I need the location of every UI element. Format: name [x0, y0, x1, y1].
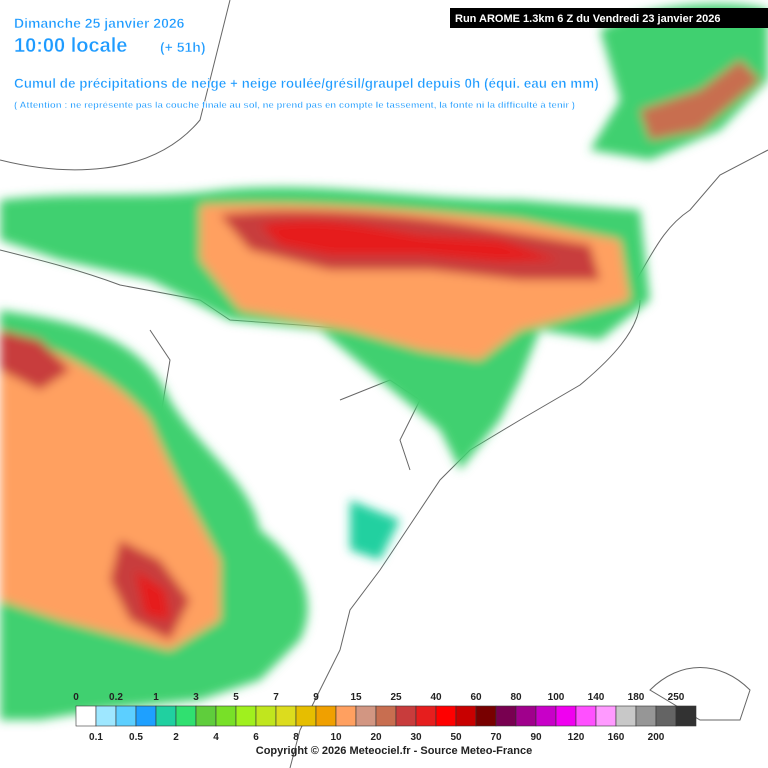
legend-swatch: [255, 705, 277, 727]
legend-level-label: 1: [153, 692, 159, 703]
legend-swatch: [195, 705, 217, 727]
legend-swatch: [555, 705, 577, 727]
legend-level-label: 40: [430, 692, 442, 703]
legend-level-label: 6: [253, 732, 259, 743]
legend-level-label: 120: [568, 732, 585, 743]
legend-level-label: 15: [350, 692, 362, 703]
legend-level-label: 200: [648, 732, 665, 743]
color-legend: 0 0.1 0.2 0.5 1 2 3 4 5 6 7 8 9 10 15 20 25 30 40 50 60 70 80 9…: [73, 692, 697, 743]
legend-level-label: 90: [530, 732, 542, 743]
legend-level-label: 4: [213, 732, 219, 743]
legend-level-label: 70: [490, 732, 502, 743]
legend-level-label: 0.2: [109, 692, 123, 703]
legend-level-label: 0: [73, 692, 79, 703]
time-label: 10:00 locale: [14, 35, 127, 57]
legend-swatch: [335, 705, 357, 727]
run-banner: [450, 8, 768, 28]
legend-level-label: 20: [370, 732, 382, 743]
legend-swatch: [315, 705, 337, 727]
legend-swatch: [615, 705, 637, 727]
legend-swatch: [435, 705, 457, 727]
legend-swatch: [175, 705, 197, 727]
legend-level-label: 100: [548, 692, 565, 703]
legend-swatch: [635, 705, 657, 727]
legend-level-label: 160: [608, 732, 625, 743]
legend-level-label: 9: [313, 692, 319, 703]
legend-swatch: [675, 705, 697, 727]
legend-swatch: [395, 705, 417, 727]
run-label: Run AROME 1.3km 6 Z du Vendredi 23 janvi…: [455, 13, 721, 25]
legend-swatch: [355, 705, 377, 727]
legend-swatch: [495, 705, 517, 727]
precipitation-field: [0, 4, 768, 720]
legend-level-label: 140: [588, 692, 605, 703]
legend-swatch: [575, 705, 597, 727]
map-warning: ( Attention : ne représente pas la couch…: [14, 100, 575, 111]
legend-level-label: 5: [233, 692, 239, 703]
legend-level-label: 0.1: [89, 732, 103, 743]
copyright: Copyright © 2026 Meteociel.fr - Source M…: [256, 745, 532, 757]
legend-level-label: 60: [470, 692, 482, 703]
legend-swatch: [215, 705, 237, 727]
legend-swatch: [515, 705, 537, 727]
legend-level-label: 7: [273, 692, 279, 703]
lead-label: (+ 51h): [160, 39, 206, 55]
legend-swatch: [595, 705, 617, 727]
legend-swatch: [475, 705, 497, 727]
legend-swatch: [95, 705, 117, 727]
legend-level-label: 80: [510, 692, 522, 703]
legend-swatch: [295, 705, 317, 727]
legend-swatch: [535, 705, 557, 727]
legend-swatch: [655, 705, 677, 727]
legend-swatch: [375, 705, 397, 727]
legend-swatch: [135, 705, 157, 727]
legend-level-label: 8: [293, 732, 299, 743]
legend-level-label: 50: [450, 732, 462, 743]
legend-level-label: 0.5: [129, 732, 143, 743]
legend-swatch: [75, 705, 97, 727]
legend-level-label: 25: [390, 692, 402, 703]
legend-swatch: [415, 705, 437, 727]
map-title: Cumul de précipitations de neige + neige…: [14, 76, 599, 91]
date-label: Dimanche 25 janvier 2026: [14, 15, 185, 31]
legend-swatch: [235, 705, 257, 727]
legend-swatch: [155, 705, 177, 727]
legend-level-label: 250: [668, 692, 685, 703]
legend-swatch: [455, 705, 477, 727]
legend-level-label: 30: [410, 732, 422, 743]
legend-level-label: 3: [193, 692, 199, 703]
legend-level-label: 2: [173, 732, 179, 743]
legend-swatch: [275, 705, 297, 727]
legend-swatch: [115, 705, 137, 727]
legend-level-label: 10: [330, 732, 342, 743]
legend-level-label: 180: [628, 692, 645, 703]
